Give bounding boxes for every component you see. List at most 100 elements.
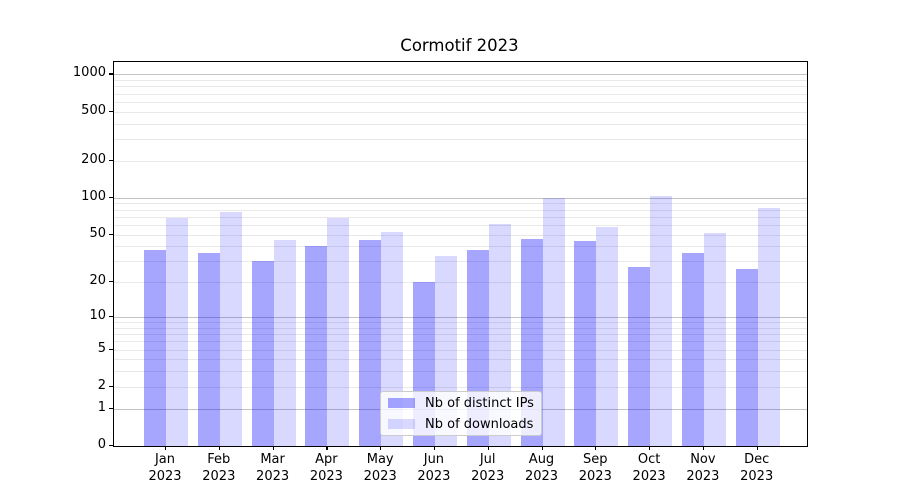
x-tick-month: Feb [207,452,231,467]
y-tick-mark [109,407,114,409]
x-tick-label-feb: Feb 2023 [189,452,249,485]
x-tick-year: 2023 [524,468,559,484]
gridline-minor [114,86,807,88]
x-tick-label-mar: Mar 2023 [243,452,303,485]
y-tick-mark [109,233,114,235]
legend-swatch-distinct-ips [388,398,415,408]
x-tick-mark [649,446,651,450]
legend: Nb of distinct IPs Nb of downloads [380,391,542,436]
x-tick-month: Apr [315,452,338,467]
y-tick-mark [109,281,114,283]
x-tick-label-oct: Oct 2023 [619,452,679,485]
chart-title: Cormotif 2023 [400,36,519,55]
bar-downloads-mar [273,240,296,446]
y-tick-label: 100 [81,188,106,204]
x-tick-year: 2023 [363,468,397,484]
gridline-minor [114,386,807,388]
gridline-minor [114,139,807,140]
gridline-minor [114,349,807,351]
x-tick-month: Aug [528,452,555,467]
y-tick-mark [109,348,114,350]
bar-distinct-ips-feb [197,253,220,446]
gridline-major [114,317,807,318]
x-tick-mark [380,446,382,450]
x-tick-year: 2023 [417,468,451,484]
gridline-minor [114,123,807,125]
bar-downloads-feb [219,212,242,446]
x-tick-mark [487,446,489,450]
legend-label-downloads: Nb of downloads [425,416,534,432]
gridline-minor [114,111,807,113]
y-tick-label: 500 [81,102,106,118]
x-tick-year: 2023 [740,468,774,484]
gridline-minor [114,322,807,324]
bar-distinct-ips-nov [681,253,704,446]
gridline-minor [114,160,807,162]
x-tick-year: 2023 [471,468,505,484]
bar-distinct-ips-mar [251,261,274,446]
bar-downloads-oct [650,195,673,446]
x-tick-label-apr: Apr 2023 [296,452,356,485]
x-tick-label-aug: Aug 2023 [512,452,572,485]
gridline-minor [114,203,807,205]
x-tick-year: 2023 [256,468,290,484]
y-tick-mark [109,73,114,75]
bar-downloads-dec [757,208,780,446]
x-tick-month: Mar [260,452,285,467]
y-tick-label: 5 [97,340,106,356]
legend-swatch-downloads [388,419,415,429]
x-tick-mark [326,446,328,450]
y-tick-label: 10 [89,308,106,323]
gridline-minor [114,282,807,284]
x-tick-month: Dec [744,452,770,467]
y-tick-mark [109,110,114,112]
x-tick-label-jul: Jul 2023 [458,452,518,485]
bar-distinct-ips-jan [144,250,166,446]
legend-row: Nb of downloads [388,417,534,432]
y-tick-mark [109,159,114,161]
y-tick-mark [109,445,114,447]
x-tick-year: 2023 [632,468,666,484]
bar-downloads-jul [488,224,511,446]
bar-downloads-sep [596,226,619,446]
x-tick-mark [218,446,220,450]
gridline-major [114,74,807,76]
x-tick-month: Oct [637,452,661,467]
x-tick-year: 2023 [578,468,612,484]
x-tick-mark [165,446,167,450]
bar-distinct-ips-oct [628,266,651,446]
legend-row: Nb of distinct IPs [388,396,534,411]
y-tick-label: 2 [97,377,106,393]
x-tick-month: Jul [479,452,496,467]
bar-distinct-ips-dec [735,268,758,446]
y-tick-label: 0 [97,437,106,452]
gridline-minor [114,327,807,329]
gridline-minor [114,209,807,211]
plot-area [113,61,808,447]
x-tick-year: 2023 [686,468,720,484]
gridline-minor [114,93,807,95]
x-tick-label-jun: Jun 2023 [404,452,464,485]
x-tick-label-dec: Dec 2023 [727,452,787,485]
x-tick-month: Jun [423,452,445,467]
y-tick-label: 200 [81,151,106,167]
gridline-minor [114,234,807,236]
x-tick-month: Jan [154,452,176,467]
gridline-minor [114,246,807,248]
x-tick-year: 2023 [309,468,343,484]
x-tick-label-sep: Sep 2023 [565,452,625,485]
gridline-minor [114,371,807,373]
gridline-minor [114,334,807,336]
y-tick-label: 20 [89,273,106,289]
bar-distinct-ips-apr [305,246,328,446]
y-tick-label: 50 [89,225,106,241]
bar-downloads-nov [703,232,726,446]
bar-distinct-ips-may [359,240,382,446]
x-tick-mark [433,446,436,450]
legend-label-distinct-ips: Nb of distinct IPs [425,395,534,411]
gridline-minor [114,224,807,226]
gridline-minor [114,341,807,343]
x-tick-mark [541,446,543,450]
x-tick-mark [272,446,274,450]
x-tick-mark [595,446,597,450]
